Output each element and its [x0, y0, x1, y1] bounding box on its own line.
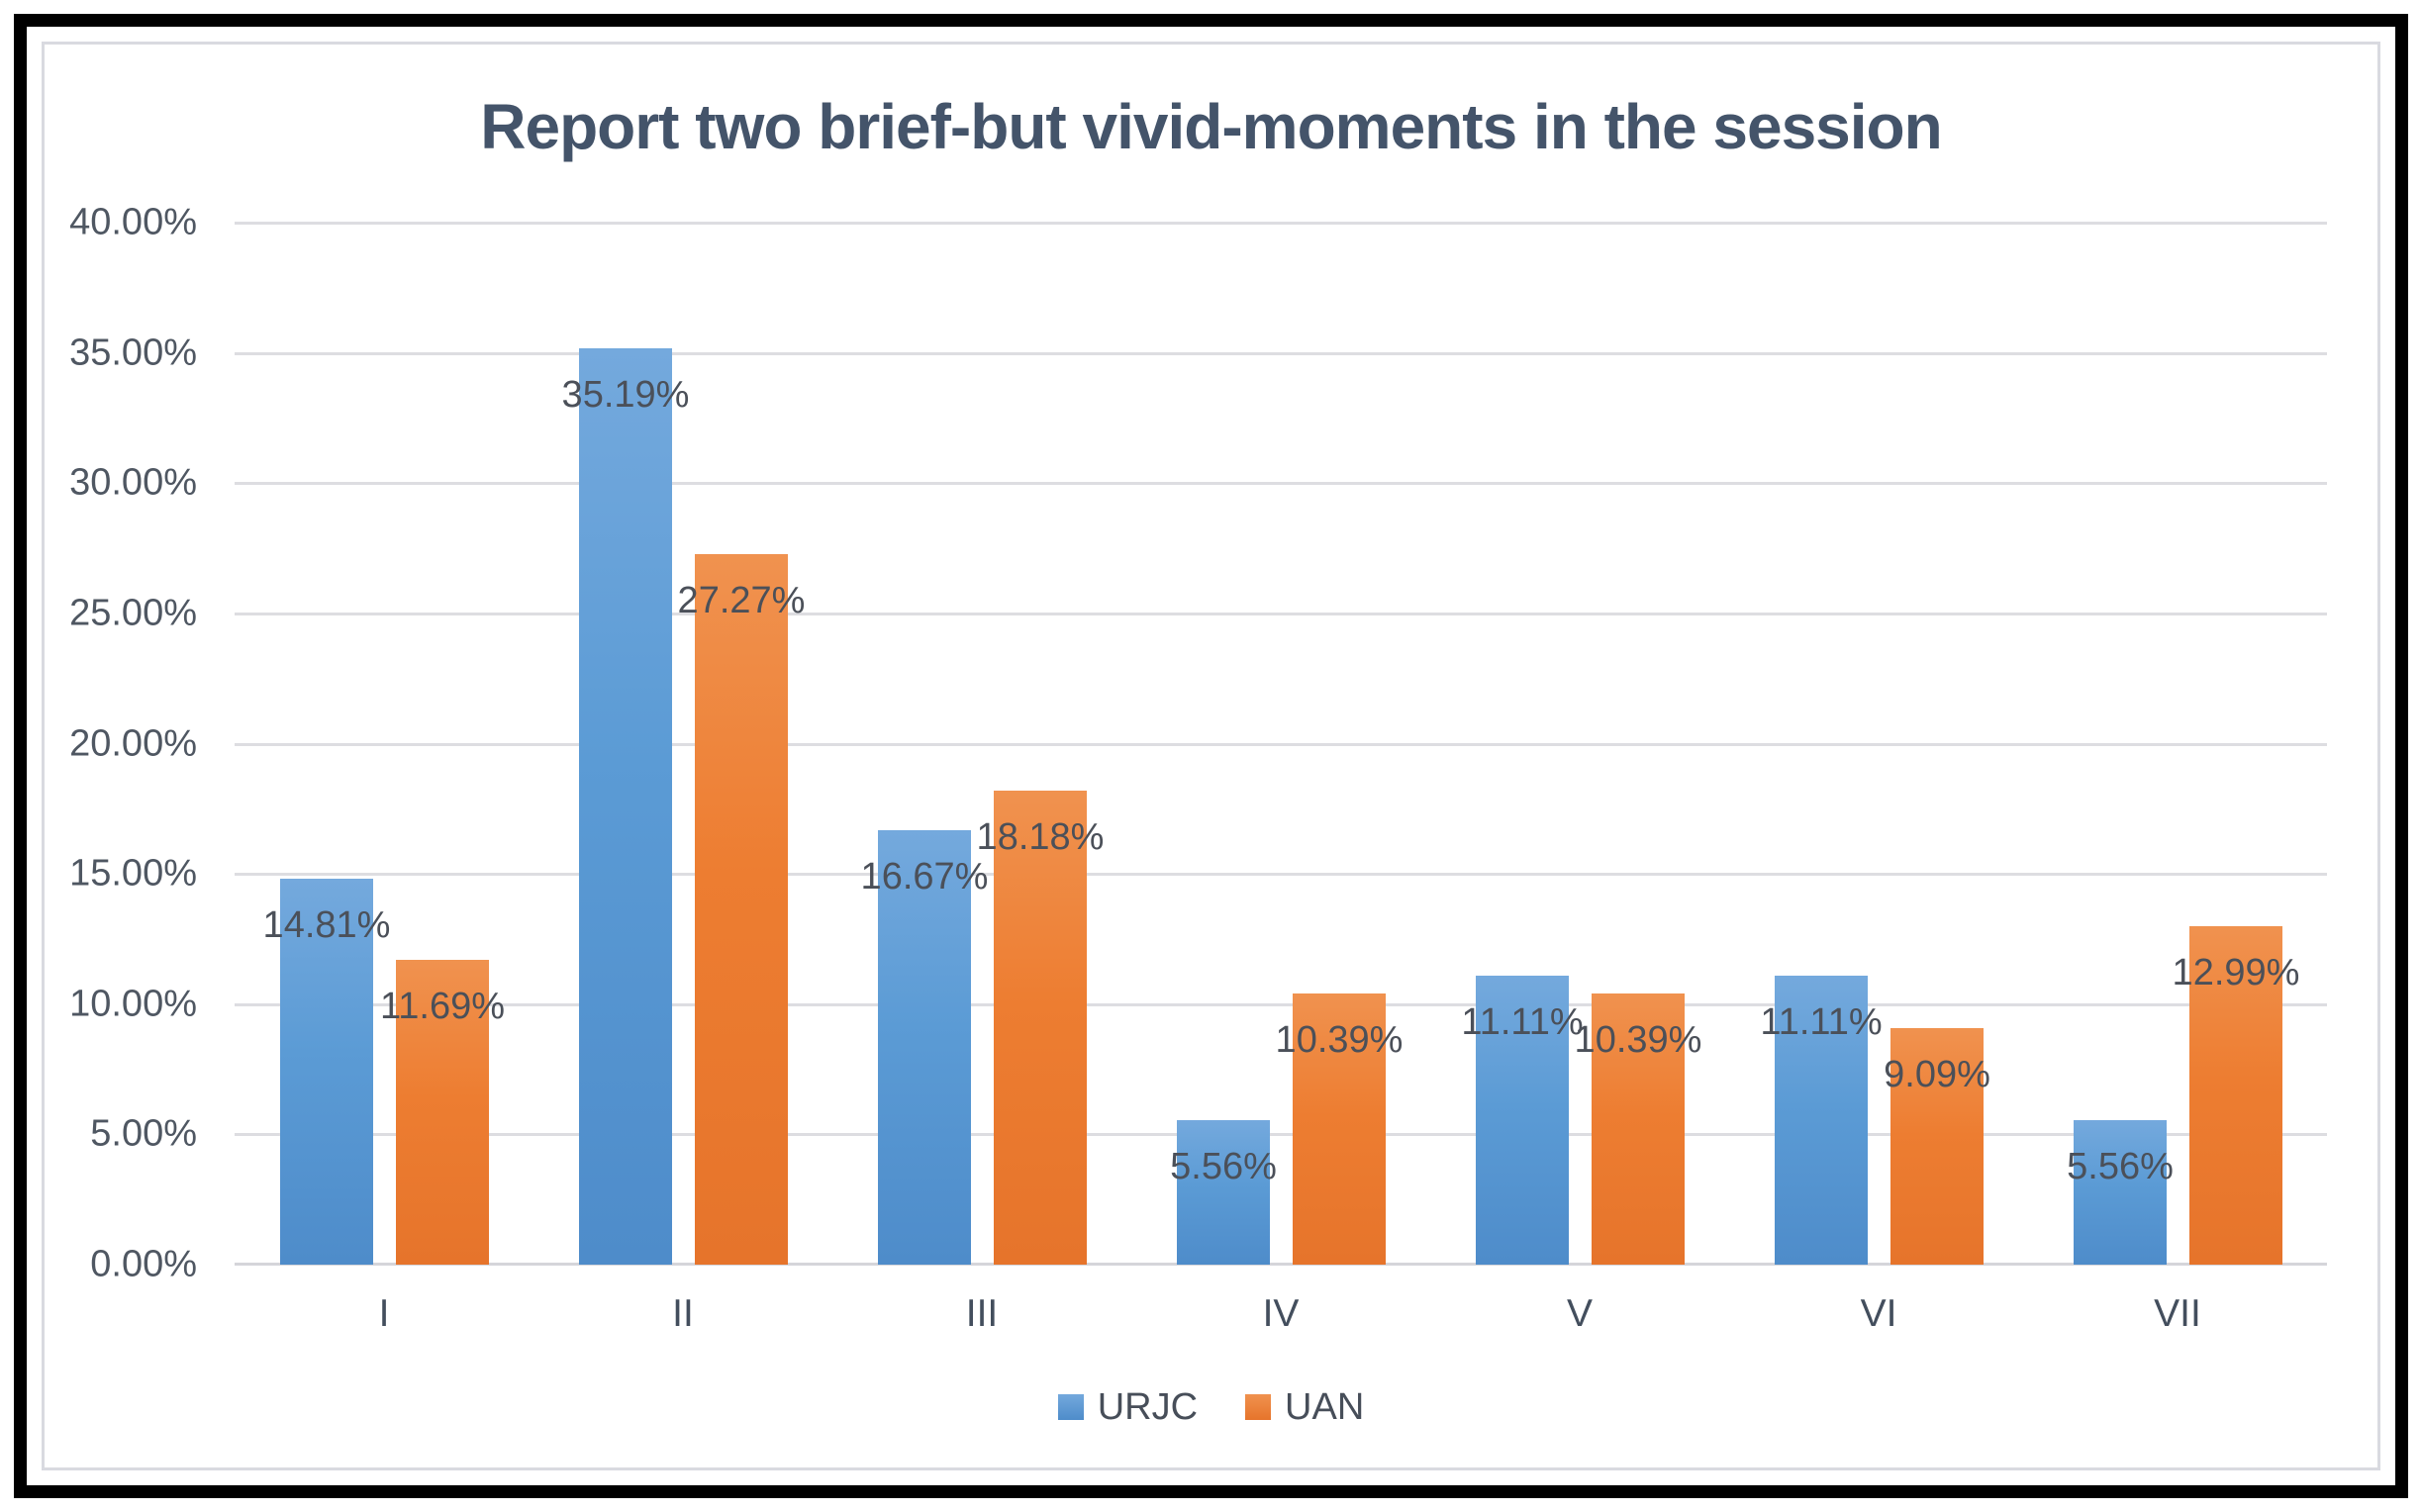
- data-label-uan-V: 10.39%: [1574, 1019, 1702, 1062]
- data-label-urjc-VI: 11.11%: [1760, 1000, 1883, 1043]
- y-axis-tick-label: 5.00%: [90, 1112, 197, 1155]
- x-axis-category-label: I: [378, 1292, 390, 1335]
- bar-uan-I: [396, 960, 489, 1265]
- data-label-uan-IV: 10.39%: [1275, 1019, 1404, 1062]
- legend-swatch-uan: [1245, 1394, 1272, 1420]
- bar-urjc-III: [878, 830, 971, 1265]
- bar-uan-III: [994, 791, 1087, 1265]
- data-label-urjc-II: 35.19%: [561, 373, 690, 416]
- legend-item-uan: UAN: [1245, 1386, 1364, 1429]
- bar-urjc-VI: [1775, 975, 1868, 1265]
- x-axis-category-label: VII: [2154, 1292, 2201, 1335]
- y-axis-tick-label: 15.00%: [69, 852, 197, 895]
- bar-uan-V: [1592, 993, 1685, 1265]
- outer-frame: Report two brief-but vivid-moments in th…: [14, 14, 2408, 1498]
- y-gridline: [235, 1002, 2327, 1006]
- data-label-urjc-III: 16.67%: [860, 856, 989, 898]
- legend-swatch-urjc: [1057, 1394, 1084, 1420]
- y-axis-tick-label: 25.00%: [69, 592, 197, 634]
- y-axis-tick-label: 35.00%: [69, 331, 197, 374]
- x-axis-category-label: IV: [1262, 1292, 1300, 1335]
- legend-item-urjc: URJC: [1057, 1385, 1199, 1429]
- bar-urjc-I: [280, 879, 373, 1265]
- legend: URJC UAN: [45, 1382, 2377, 1432]
- y-gridline: [235, 351, 2327, 355]
- x-axis-category-label: VI: [1860, 1292, 1897, 1335]
- x-axis-line: [235, 1263, 2327, 1266]
- data-label-urjc-V: 11.11%: [1461, 1000, 1584, 1043]
- bar-urjc-VII: [2074, 1119, 2167, 1265]
- data-label-uan-II: 27.27%: [677, 580, 806, 622]
- data-label-urjc-VII: 5.56%: [2067, 1145, 2174, 1187]
- chart-title: Report two brief-but vivid-moments in th…: [480, 91, 1942, 162]
- y-gridline: [235, 222, 2327, 225]
- bar-urjc-IV: [1177, 1119, 1270, 1265]
- bar-uan-IV: [1293, 993, 1386, 1265]
- bar-urjc-V: [1476, 975, 1569, 1265]
- data-label-urjc-IV: 5.56%: [1170, 1145, 1277, 1187]
- data-label-uan-VII: 12.99%: [2172, 952, 2300, 994]
- x-axis-category-label: III: [965, 1292, 999, 1335]
- y-gridline: [235, 873, 2327, 877]
- bar-urjc-II: [579, 347, 672, 1265]
- y-gridline: [235, 612, 2327, 615]
- bar-uan-VI: [1890, 1027, 1984, 1265]
- plot-area: 40.00% 35.00% 30.00% 25.00% 20.00% 15.00% 10.0…: [69, 202, 2327, 1335]
- y-gridline: [235, 482, 2327, 486]
- y-gridline: [235, 1133, 2327, 1137]
- legend-label-uan: UAN: [1285, 1385, 1365, 1428]
- y-axis-tick-label: 10.00%: [69, 983, 197, 1025]
- legend-label-urjc: URJC: [1097, 1385, 1199, 1428]
- chart-area: Report two brief-but vivid-moments in th…: [42, 42, 2380, 1470]
- y-axis-tick-label: 30.00%: [69, 461, 197, 504]
- data-label-uan-III: 18.18%: [976, 816, 1105, 859]
- x-axis-category-label: V: [1566, 1292, 1594, 1335]
- y-axis-tick-label: 40.00%: [69, 201, 197, 243]
- data-label-uan-I: 11.69%: [379, 986, 506, 1028]
- y-axis-tick-label: 0.00%: [90, 1243, 197, 1285]
- bar-uan-VII: [2189, 926, 2282, 1265]
- x-axis-category-label: II: [672, 1292, 694, 1335]
- y-gridline: [235, 742, 2327, 746]
- y-axis-tick-label: 20.00%: [69, 722, 197, 764]
- data-label-uan-VI: 9.09%: [1884, 1053, 1990, 1095]
- bar-uan-II: [695, 554, 788, 1265]
- data-label-urjc-I: 14.81%: [262, 904, 391, 947]
